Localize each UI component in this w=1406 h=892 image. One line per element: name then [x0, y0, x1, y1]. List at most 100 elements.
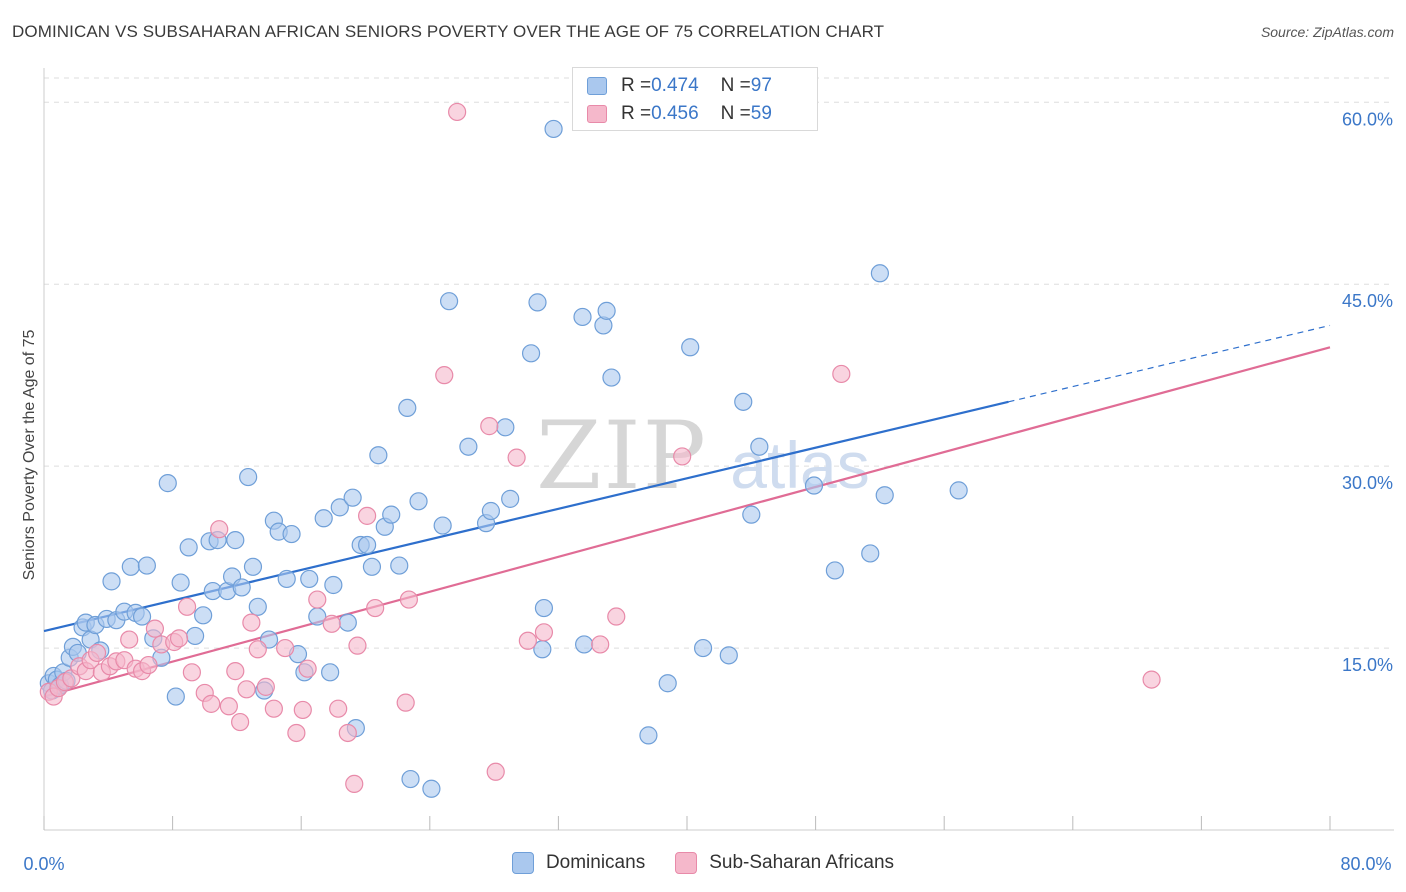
dominican-point	[439, 292, 459, 311]
x-tick-label-min: 0.0%	[23, 854, 64, 874]
dominican-point	[277, 569, 296, 589]
subsaharan-point	[486, 762, 505, 781]
dominican-point	[750, 437, 769, 456]
subsaharan-point	[237, 680, 256, 699]
legend-r-value: 0.456	[651, 103, 699, 124]
dominican-point	[534, 598, 554, 618]
subsaharan-point	[607, 607, 626, 626]
subsaharan-point	[139, 655, 158, 675]
subsaharan-point	[329, 699, 348, 718]
chart-source: Source: ZipAtlas.com	[1260, 24, 1394, 40]
legend-r-value: 0.474	[651, 75, 699, 96]
dominican-point	[639, 726, 658, 745]
tick-labels: 15.0% 30.0% 45.0% 60.0% 0.0% 80.0%	[23, 109, 1393, 874]
dominican-point	[369, 446, 388, 465]
chart-title: DOMINICAN VS SUBSAHARAN AFRICAN SENIORS …	[12, 22, 885, 41]
subsaharan-point	[308, 590, 327, 609]
dominican-point	[742, 505, 761, 524]
dominican-point	[949, 481, 968, 500]
dominican-point	[409, 492, 428, 511]
subsaharan-point	[399, 590, 419, 609]
points-layer	[39, 102, 1161, 798]
legend-row-dominicans: R = 0.474 N = 97	[587, 74, 772, 98]
dominican-point	[496, 418, 515, 437]
dominican-point	[861, 544, 880, 563]
y-tick-label: 45.0%	[1342, 291, 1393, 311]
dominican-point	[422, 779, 441, 798]
dominican-point	[300, 569, 319, 589]
watermark: ZIP atlas	[536, 402, 870, 511]
dominican-point	[362, 557, 382, 576]
legend-label-subsaharan: Sub-Saharan Africans	[709, 852, 895, 873]
dominican-point	[398, 398, 417, 418]
dominican-point	[521, 344, 541, 363]
dominican-point	[602, 368, 621, 387]
subsaharan-point	[264, 699, 283, 718]
x-tick-label-max: 80.0%	[1340, 854, 1391, 874]
y-tick-label: 60.0%	[1342, 109, 1393, 129]
legend-swatch-subsaharan	[675, 852, 698, 874]
subsaharan-point	[242, 613, 261, 632]
dominican-point	[330, 498, 349, 517]
dominican-point	[194, 606, 213, 625]
dominican-point	[243, 557, 263, 576]
dominican-point	[282, 524, 301, 544]
dominican-point	[158, 474, 177, 493]
dominican-point	[870, 264, 890, 283]
subsaharan-point	[219, 697, 238, 716]
dominican-point	[501, 489, 520, 508]
dominican-point	[321, 663, 340, 682]
dominican-point	[343, 488, 362, 507]
dominican-point	[102, 572, 121, 591]
subsaharan-point	[202, 694, 221, 713]
dominican-point	[382, 505, 401, 524]
subsaharan-point	[287, 723, 306, 743]
series-legend: Dominicans Sub-Saharan Africans	[0, 852, 1406, 874]
dominican-point	[544, 119, 563, 139]
trend-lines	[43, 324, 1331, 698]
legend-label-dominicans: Dominicans	[545, 852, 646, 873]
dominican-point	[232, 578, 251, 597]
subsaharan-point	[298, 659, 317, 678]
subsaharan-point	[210, 520, 229, 539]
subsaharan-point	[322, 614, 341, 633]
dominican-point	[390, 556, 409, 575]
y-tick-label: 15.0%	[1342, 655, 1393, 675]
dominican-point	[734, 392, 753, 411]
dominican-point	[314, 509, 333, 528]
subsaharan-point	[366, 598, 385, 618]
dominican-point	[693, 638, 713, 658]
subsaharan-point	[1142, 670, 1161, 689]
subsaharan-point	[358, 506, 377, 525]
dominican-point	[137, 556, 156, 575]
legend-n-value: 97	[750, 75, 772, 96]
legend-swatch-pink	[587, 105, 607, 123]
correlation-legend: R = 0.474 N = 97 R = 0.456 N = 59	[572, 67, 818, 131]
subsaharan-point	[248, 640, 267, 659]
dominican-point	[239, 467, 258, 487]
dominican-point	[433, 516, 452, 535]
dominican-point	[875, 486, 894, 505]
dominican-point	[459, 437, 478, 456]
subsaharan-point	[231, 712, 250, 732]
subsaharan-point	[673, 447, 692, 466]
legend-item-dominicans[interactable]: Dominicans	[511, 852, 646, 874]
dominican-point	[121, 557, 140, 576]
subsaharan-point	[396, 693, 415, 712]
legend-r-label: R =	[621, 103, 652, 124]
dominican-point	[132, 607, 152, 626]
dominican-point	[481, 501, 500, 521]
dominican-point	[324, 575, 343, 595]
legend-r-label: R =	[621, 75, 652, 96]
subsaharan-point	[145, 619, 165, 638]
subsaharan-point	[338, 723, 357, 743]
subsaharan-point	[293, 700, 312, 720]
subsaharan-point	[348, 636, 367, 655]
legend-item-subsaharan[interactable]: Sub-Saharan Africans	[675, 852, 894, 874]
subsaharan-point	[448, 102, 467, 122]
dominican-point	[166, 687, 185, 706]
subsaharan-point	[591, 635, 610, 654]
subsaharan-point	[182, 663, 201, 682]
dominican-point	[573, 307, 592, 327]
dominican-point	[719, 646, 738, 665]
